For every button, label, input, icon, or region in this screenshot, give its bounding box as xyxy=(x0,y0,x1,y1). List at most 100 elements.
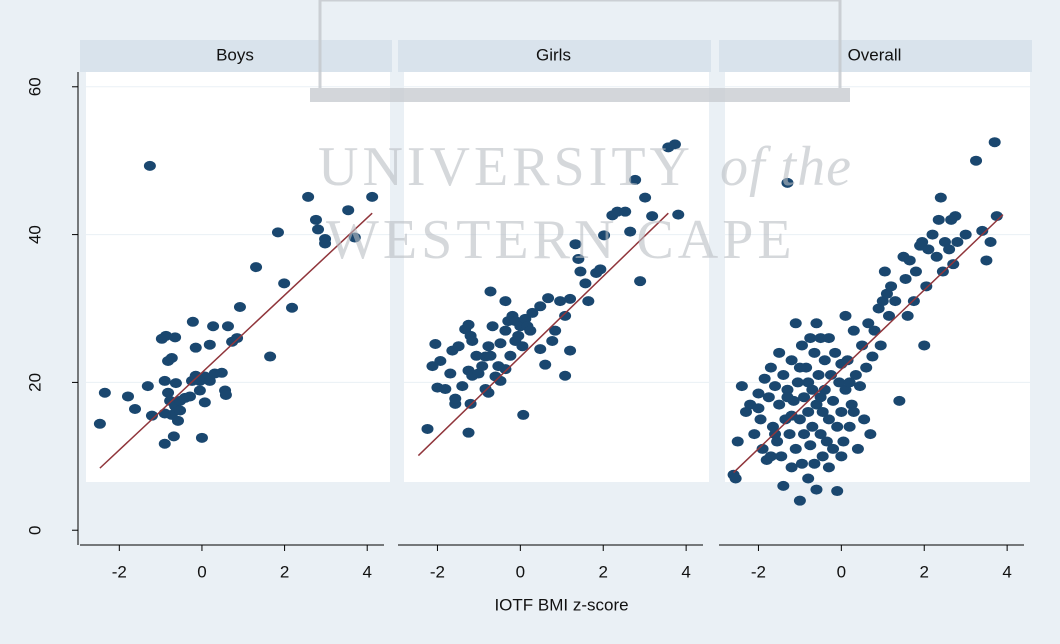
watermark: UNIVERSITY of the WESTERN CAPE xyxy=(310,0,851,271)
point xyxy=(93,418,106,429)
point xyxy=(764,362,777,373)
point xyxy=(456,381,469,392)
panel-header xyxy=(719,40,1032,72)
point xyxy=(868,325,881,336)
point xyxy=(221,321,234,332)
y-tick-label: 20 xyxy=(25,373,44,392)
point xyxy=(121,391,134,402)
x-tick-label: 0 xyxy=(837,562,846,581)
point xyxy=(835,451,848,462)
point xyxy=(922,244,935,255)
point xyxy=(764,451,777,462)
point xyxy=(802,473,815,484)
fit-line xyxy=(99,212,373,469)
point xyxy=(524,325,537,336)
point xyxy=(802,377,815,388)
plot-area xyxy=(404,72,709,482)
point xyxy=(833,377,846,388)
point xyxy=(169,332,182,343)
point xyxy=(482,341,495,352)
point xyxy=(452,341,465,352)
x-tick-label: 2 xyxy=(280,562,289,581)
panel-title: Overall xyxy=(848,45,902,64)
point xyxy=(814,333,827,344)
x-tick-label: 0 xyxy=(197,562,206,581)
point xyxy=(843,421,856,432)
point xyxy=(773,399,786,410)
point xyxy=(934,192,947,203)
point xyxy=(129,404,142,415)
point xyxy=(158,438,171,449)
point xyxy=(810,484,823,495)
x-tick-label: 2 xyxy=(599,562,608,581)
point xyxy=(874,340,887,351)
point xyxy=(174,405,187,416)
point xyxy=(158,408,171,419)
point xyxy=(835,406,848,417)
point xyxy=(366,191,379,202)
point xyxy=(482,387,495,398)
point xyxy=(348,232,361,243)
point xyxy=(752,388,765,399)
plot-area xyxy=(725,72,1030,482)
point xyxy=(534,344,547,355)
x-tick-label: 2 xyxy=(920,562,929,581)
point xyxy=(509,336,522,347)
point xyxy=(193,385,206,396)
point xyxy=(203,339,216,350)
point xyxy=(169,378,182,389)
point xyxy=(231,333,244,344)
point xyxy=(951,236,964,247)
point xyxy=(860,362,873,373)
point xyxy=(856,340,869,351)
point xyxy=(814,429,827,440)
point xyxy=(976,225,989,236)
point xyxy=(932,214,945,225)
point xyxy=(729,473,742,484)
point xyxy=(141,381,154,392)
point xyxy=(476,361,489,372)
point xyxy=(808,458,821,469)
watermark-text: WESTERN CAPE xyxy=(326,209,796,271)
point xyxy=(831,421,844,432)
point xyxy=(841,355,854,366)
point xyxy=(810,318,823,329)
point xyxy=(466,336,479,347)
point xyxy=(916,236,929,247)
point xyxy=(426,361,439,372)
point xyxy=(484,350,497,361)
panel-header xyxy=(80,40,392,72)
x-tick-label: -2 xyxy=(751,562,766,581)
point xyxy=(559,370,572,381)
point xyxy=(264,351,277,362)
point xyxy=(449,393,462,404)
point xyxy=(820,436,833,447)
point xyxy=(302,191,315,202)
point xyxy=(319,238,332,249)
point xyxy=(286,302,299,313)
point xyxy=(158,375,171,386)
point xyxy=(831,486,844,497)
point xyxy=(189,342,202,353)
point xyxy=(634,276,647,287)
point xyxy=(215,367,228,378)
point xyxy=(930,251,943,262)
point xyxy=(731,436,744,447)
watermark-building xyxy=(310,88,850,102)
point xyxy=(758,373,771,384)
point xyxy=(639,192,652,203)
point xyxy=(203,375,216,386)
point xyxy=(920,281,933,292)
point xyxy=(668,139,681,150)
point xyxy=(582,296,595,307)
point xyxy=(959,229,972,240)
point xyxy=(542,293,555,304)
point xyxy=(802,406,815,417)
point xyxy=(646,211,659,222)
point xyxy=(814,392,827,403)
point xyxy=(837,436,850,447)
x-tick-label: 0 xyxy=(516,562,525,581)
point xyxy=(499,325,512,336)
point xyxy=(791,377,804,388)
